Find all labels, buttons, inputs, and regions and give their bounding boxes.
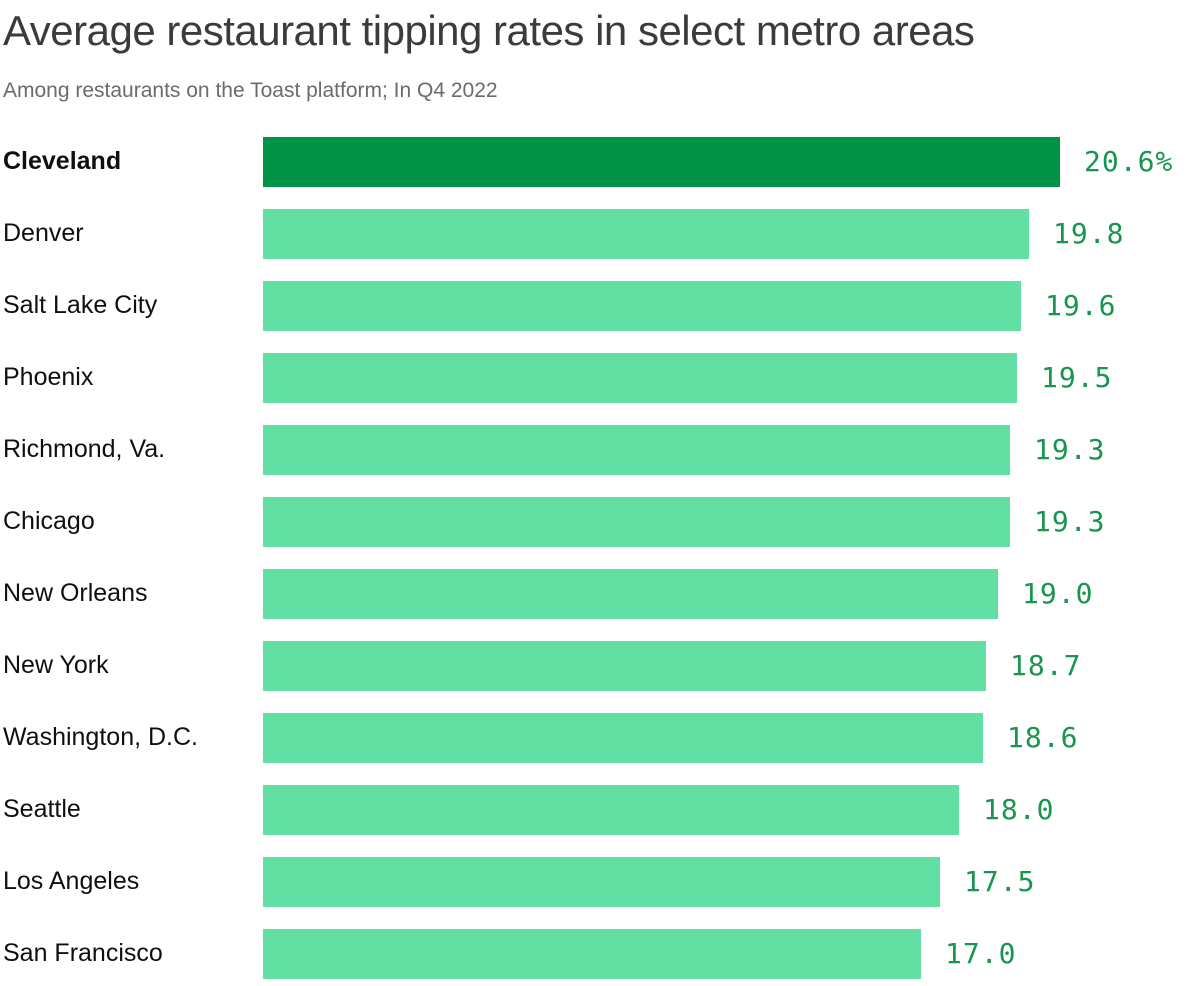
value-label: 19.5 <box>1041 361 1113 395</box>
category-label: San Francisco <box>3 939 163 968</box>
bar-track: 18.6 <box>263 712 1204 763</box>
bar-track: 18.0 <box>263 784 1204 835</box>
category-label: Salt Lake City <box>3 291 158 320</box>
bar-row: Washington, D.C. 18.6 <box>3 712 1204 763</box>
bar <box>263 208 1029 259</box>
chart-title: Average restaurant tipping rates in sele… <box>3 7 975 54</box>
bar-row: San Francisco 17.0 <box>3 928 1204 979</box>
bar-row: Phoenix 19.5 <box>3 352 1204 403</box>
value-label: 20.6% <box>1084 145 1174 179</box>
bar-track: 19.5 <box>263 352 1204 403</box>
bar-track: 19.3 <box>263 496 1204 547</box>
bar-row: Seattle 18.0 <box>3 784 1204 835</box>
value-label: 19.6 <box>1045 289 1117 323</box>
bar <box>263 784 959 835</box>
category-label: New York <box>3 651 109 680</box>
bar <box>263 424 1010 475</box>
bar-row: Los Angeles 17.5 <box>3 856 1204 907</box>
bar <box>263 136 1060 187</box>
value-label: 18.6 <box>1007 721 1079 755</box>
bar-track: 19.3 <box>263 424 1204 475</box>
bar-track: 17.5 <box>263 856 1204 907</box>
bar-row: Chicago 19.3 <box>3 496 1204 547</box>
value-label: 18.0 <box>983 793 1055 827</box>
category-label: Phoenix <box>3 363 94 392</box>
category-label: Denver <box>3 219 84 248</box>
bar-track: 17.0 <box>263 928 1204 979</box>
category-label: Chicago <box>3 507 95 536</box>
bar <box>263 280 1021 331</box>
bar-track: 18.7 <box>263 640 1204 691</box>
bar-row: New Orleans 19.0 <box>3 568 1204 619</box>
bar-chart: Cleveland 20.6% Denver 19.8 Salt Lake City 19… <box>3 136 1204 979</box>
value-label: 19.3 <box>1034 505 1106 539</box>
bar <box>263 568 998 619</box>
bar <box>263 856 940 907</box>
category-label: Washington, D.C. <box>3 723 198 752</box>
bar-row: Cleveland 20.6% <box>3 136 1204 187</box>
category-label: Los Angeles <box>3 867 140 896</box>
category-label: Cleveland <box>3 147 122 176</box>
bar-track: 19.6 <box>263 280 1204 331</box>
value-label: 18.7 <box>1010 649 1082 683</box>
bar-track: 19.0 <box>263 568 1204 619</box>
value-label: 19.3 <box>1034 433 1106 467</box>
bar-track: 19.8 <box>263 208 1204 259</box>
value-label: 19.0 <box>1022 577 1094 611</box>
category-label: New Orleans <box>3 579 148 608</box>
category-label: Seattle <box>3 795 81 824</box>
value-label: 17.5 <box>964 865 1036 899</box>
value-label: 17.0 <box>945 937 1017 971</box>
bar-track: 20.6% <box>263 136 1204 187</box>
value-label: 19.8 <box>1053 217 1125 251</box>
bar <box>263 712 983 763</box>
bar <box>263 640 986 691</box>
bar-row: New York 18.7 <box>3 640 1204 691</box>
category-label: Richmond, Va. <box>3 435 166 464</box>
bar <box>263 496 1010 547</box>
bar <box>263 352 1017 403</box>
bar-row: Richmond, Va. 19.3 <box>3 424 1204 475</box>
chart-subtitle: Among restaurants on the Toast platform;… <box>3 79 498 103</box>
bar-row: Denver 19.8 <box>3 208 1204 259</box>
bar-row: Salt Lake City 19.6 <box>3 280 1204 331</box>
bar <box>263 928 921 979</box>
